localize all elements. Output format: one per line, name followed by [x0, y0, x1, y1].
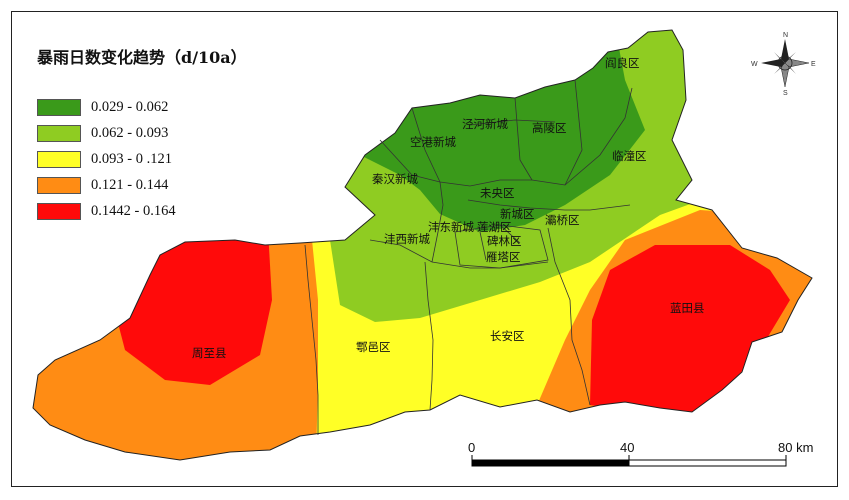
legend-label: 0.062 - 0.093: [91, 124, 169, 141]
label-zhouzhi: 周至县: [192, 346, 227, 360]
map-frame: [11, 11, 838, 487]
compass-n: N: [783, 32, 788, 39]
scale-label-0: 0: [468, 440, 475, 455]
label-gaoling: 高陵区: [532, 121, 567, 135]
scale-label-80: 80 km: [778, 440, 813, 455]
label-lantian: 蓝田县: [670, 301, 705, 315]
label-xincheng: 新城区: [500, 207, 535, 221]
label-weiyang: 未央区: [480, 186, 515, 200]
compass-w: W: [751, 61, 758, 68]
label-fengdong: 沣东新城: [428, 220, 474, 234]
legend-title: 暴雨日数变化趋势（d/10a）: [37, 48, 247, 67]
legend: 暴雨日数变化趋势（d/10a） 0.029 - 0.062 0.062 - 0.…: [37, 44, 247, 224]
label-beilin: 碑林区: [487, 234, 522, 248]
label-konggang: 空港新城: [410, 135, 456, 149]
legend-item: 0.029 - 0.062: [37, 94, 247, 120]
scale-label-40: 40: [620, 440, 634, 455]
north-arrow: N S E W: [751, 32, 816, 97]
label-changan: 长安区: [490, 329, 525, 343]
legend-label: 0.093 - 0 .121: [91, 150, 172, 167]
legend-swatch-4: [37, 202, 81, 220]
label-fengxi: 沣西新城: [384, 232, 430, 246]
legend-label: 0.1442 - 0.164: [91, 202, 176, 219]
compass-e: E: [811, 61, 816, 68]
legend-swatch-2: [37, 150, 81, 168]
district-labels: 阎良区 泾河新城 高陵区 空港新城 临潼区 秦汉新城 未央区 新城区 灞桥区 沣…: [192, 56, 705, 360]
legend-item: 0.1442 - 0.164: [37, 198, 247, 224]
label-yanliang: 阎良区: [605, 56, 640, 70]
label-yanta: 雁塔区: [486, 250, 521, 264]
legend-item: 0.121 - 0.144: [37, 172, 247, 198]
label-lianhu: 莲湖区: [477, 220, 512, 234]
legend-swatch-3: [37, 176, 81, 194]
label-jinghe: 泾河新城: [462, 117, 508, 131]
legend-swatch-0: [37, 98, 81, 116]
legend-label: 0.121 - 0.144: [91, 176, 169, 193]
legend-swatch-1: [37, 124, 81, 142]
scale-bar-black-segment: [472, 460, 629, 466]
legend-item: 0.062 - 0.093: [37, 120, 247, 146]
label-baqiao: 灞桥区: [545, 213, 580, 227]
compass-s: S: [783, 90, 788, 97]
label-qinhan: 秦汉新城: [372, 172, 418, 186]
scale-bar: 0 40 80 km: [468, 440, 813, 467]
legend-label: 0.029 - 0.062: [91, 98, 169, 115]
label-lintong: 临潼区: [612, 149, 647, 163]
compass-point-north: [781, 39, 789, 63]
district-boundaries: [304, 79, 633, 435]
legend-item: 0.093 - 0 .121: [37, 146, 247, 172]
zone-red-east: [590, 245, 790, 415]
label-huyi: 鄠邑区: [356, 340, 391, 354]
